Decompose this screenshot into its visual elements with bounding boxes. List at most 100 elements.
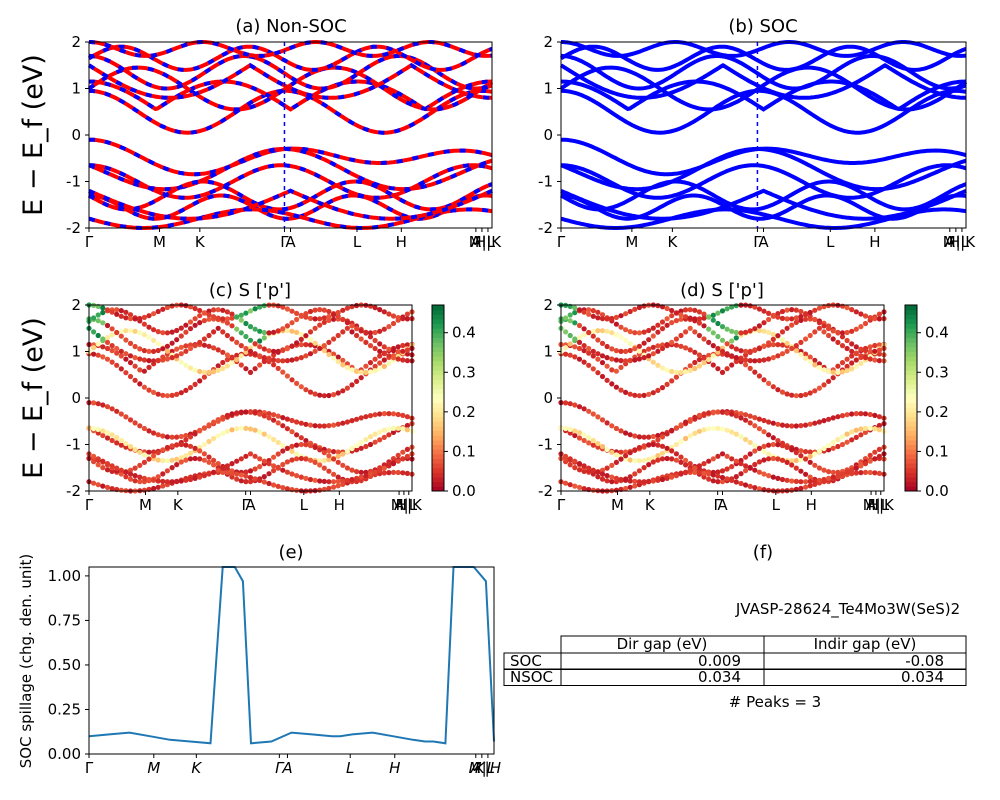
band-point [331, 336, 337, 342]
band-point [298, 342, 304, 348]
band-point [349, 445, 355, 452]
band-point [169, 434, 175, 440]
band-point [155, 478, 161, 484]
band-point [271, 454, 277, 460]
band-point [627, 457, 633, 463]
band-point [220, 307, 226, 313]
band-point [733, 479, 739, 485]
band-point [307, 389, 314, 395]
band-point [211, 307, 217, 313]
band-point [719, 479, 726, 485]
band-point [381, 326, 387, 332]
band-point [104, 461, 111, 467]
band-point [344, 325, 350, 331]
band-point [867, 452, 873, 458]
panel-e: (e) 0.000.250.500.751.00Γ M K ΓA L H AM|LK|H S… [17, 542, 501, 777]
band-point [807, 459, 813, 465]
band-point [169, 340, 175, 346]
band-point [326, 448, 332, 454]
band-point [271, 463, 277, 469]
band-point [719, 348, 726, 354]
band-point [701, 411, 707, 417]
band-point [636, 479, 643, 485]
band-point [321, 457, 327, 464]
band-point [141, 425, 147, 432]
band-point [257, 353, 263, 359]
band-point [604, 355, 610, 361]
band-point [312, 325, 318, 331]
band-point [127, 328, 134, 334]
band-point [816, 477, 823, 483]
band-point [576, 307, 583, 313]
band-point [400, 348, 406, 354]
band-point [271, 412, 277, 418]
band-point [609, 449, 615, 455]
band-point [238, 312, 244, 318]
colorbar-segment [432, 337, 444, 343]
colorbar-frame [904, 304, 918, 492]
band-point [650, 344, 656, 350]
band-point [100, 483, 106, 489]
band-point [317, 458, 323, 464]
panel-c-title: (c) S ['p'] [209, 280, 291, 301]
band-point [613, 357, 620, 363]
band-point [340, 362, 346, 368]
x-tick-label: M [625, 233, 638, 251]
band-point [118, 411, 124, 417]
band-point [280, 442, 286, 449]
band-point [252, 341, 258, 347]
band-line [88, 53, 493, 91]
band-point [613, 459, 620, 465]
band-point [312, 316, 318, 322]
band-point [100, 432, 106, 439]
band-point [646, 462, 652, 468]
band-point [867, 315, 873, 321]
band-point [807, 332, 813, 339]
band-point [724, 427, 730, 433]
band-point [192, 367, 198, 373]
band-point [344, 419, 350, 425]
band-point [201, 473, 207, 479]
band-point [572, 458, 578, 464]
band-point [104, 435, 111, 441]
band-point [261, 458, 267, 464]
band-point [830, 445, 836, 451]
band-point [146, 364, 152, 370]
band-point [775, 438, 781, 444]
band-point [109, 486, 115, 492]
colorbar-segment [432, 346, 444, 352]
band-point [779, 337, 786, 343]
band-point [599, 471, 606, 477]
band-point [793, 307, 799, 313]
band-point [839, 369, 846, 375]
band-point [853, 434, 859, 440]
band-point [646, 478, 652, 484]
band-point [752, 415, 758, 421]
band-point [853, 351, 859, 357]
band-line [89, 40, 493, 58]
band-point [137, 479, 143, 485]
colorbar-segment [905, 472, 917, 478]
band-point [234, 352, 240, 358]
band-point [766, 356, 772, 362]
band-point [830, 375, 836, 381]
band-point [132, 377, 138, 383]
band-point [224, 363, 230, 369]
table-cell: 0.009 [698, 652, 741, 670]
band-point [595, 474, 601, 480]
band-point [261, 474, 267, 480]
band-point [839, 330, 846, 336]
band-point [627, 432, 633, 438]
band-point [109, 359, 115, 365]
band-point [109, 326, 115, 332]
band-point [372, 439, 378, 445]
band-point [696, 357, 703, 363]
band-point [395, 469, 401, 476]
x-tick-label: A [470, 759, 481, 777]
band-point [673, 457, 680, 463]
band-point [683, 329, 689, 335]
band-point [303, 333, 309, 339]
band-point [839, 413, 846, 419]
band-point [692, 316, 698, 322]
